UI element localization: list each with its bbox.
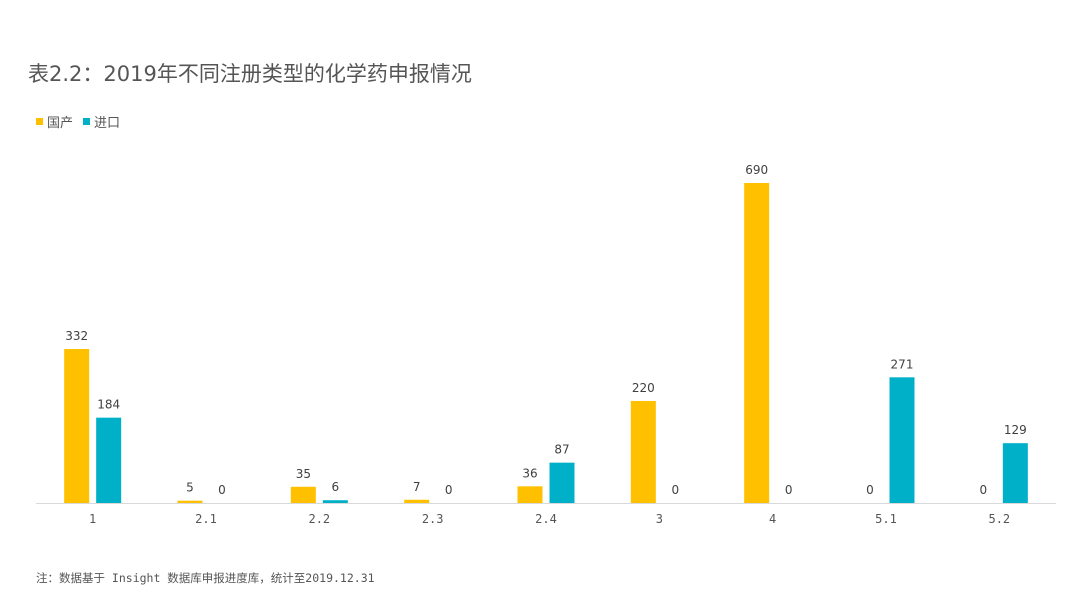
legend-swatch-imported [83,118,91,125]
legend-label-domestic: 国产 [47,116,74,131]
bar-imported-2.2 [322,500,348,503]
data-label-domestic-3: 220 [632,381,655,395]
data-label-imported-5.1: 271 [891,357,914,371]
data-label-domestic-2.4: 36 [522,466,537,480]
chart-title: 表2.2：2019年不同注册类型的化学药申报情况 [28,62,472,86]
bar-imported-2.4 [549,462,575,503]
data-label-domestic-1: 332 [65,329,88,343]
data-label-domestic-4: 690 [745,163,768,177]
x-tick-label-3: 3 [656,512,663,526]
x-tick-label-5.1: 5.1 [875,512,897,526]
data-label-imported-1: 184 [97,398,120,412]
bar-imported-5.1 [889,377,915,503]
bar-domestic-2.1 [177,500,203,503]
x-tick-label-5.2: 5.2 [988,512,1010,526]
footnote: 注：数据基于 Insight 数据库申报进度库，统计至2019.12.31 [36,571,375,585]
bar-domestic-2.3 [404,499,430,503]
x-tick-label-2.2: 2.2 [308,512,330,526]
data-label-domestic-2.1: 5 [186,481,194,495]
bar-domestic-2.2 [290,486,316,503]
bar-imported-5.2 [1002,443,1028,503]
legend-label-imported: 进口 [94,116,121,131]
x-tick-label-1: 1 [89,512,96,526]
legend-item-domestic: 国产 [36,112,73,131]
x-tick-label-2.1: 2.1 [195,512,217,526]
data-label-domestic-5.1: 0 [866,483,874,497]
data-label-imported-2.2: 6 [332,480,340,494]
legend-swatch-domestic [36,118,43,125]
bar-domestic-4 [744,183,770,503]
data-label-imported-4: 0 [785,483,793,497]
bar-imported-1 [96,417,122,503]
legend-item-imported: 进口 [83,112,120,131]
x-tick-label-4: 4 [769,512,776,526]
data-label-imported-2.1: 0 [218,483,226,497]
data-label-imported-5.2: 129 [1004,423,1027,437]
bar-domestic-3 [630,400,656,503]
data-label-imported-3: 0 [672,483,680,497]
data-label-domestic-5.2: 0 [980,483,988,497]
chart-legend: 国产 进口 [36,112,120,131]
data-label-domestic-2.2: 35 [296,467,311,481]
data-label-imported-2.3: 0 [445,483,453,497]
bar-domestic-1 [64,349,90,503]
data-label-domestic-2.3: 7 [413,480,421,494]
bar-domestic-2.4 [517,486,543,503]
x-tick-label-2.4: 2.4 [535,512,557,526]
data-label-imported-2.4: 87 [554,443,569,457]
x-tick-label-2.3: 2.3 [422,512,444,526]
